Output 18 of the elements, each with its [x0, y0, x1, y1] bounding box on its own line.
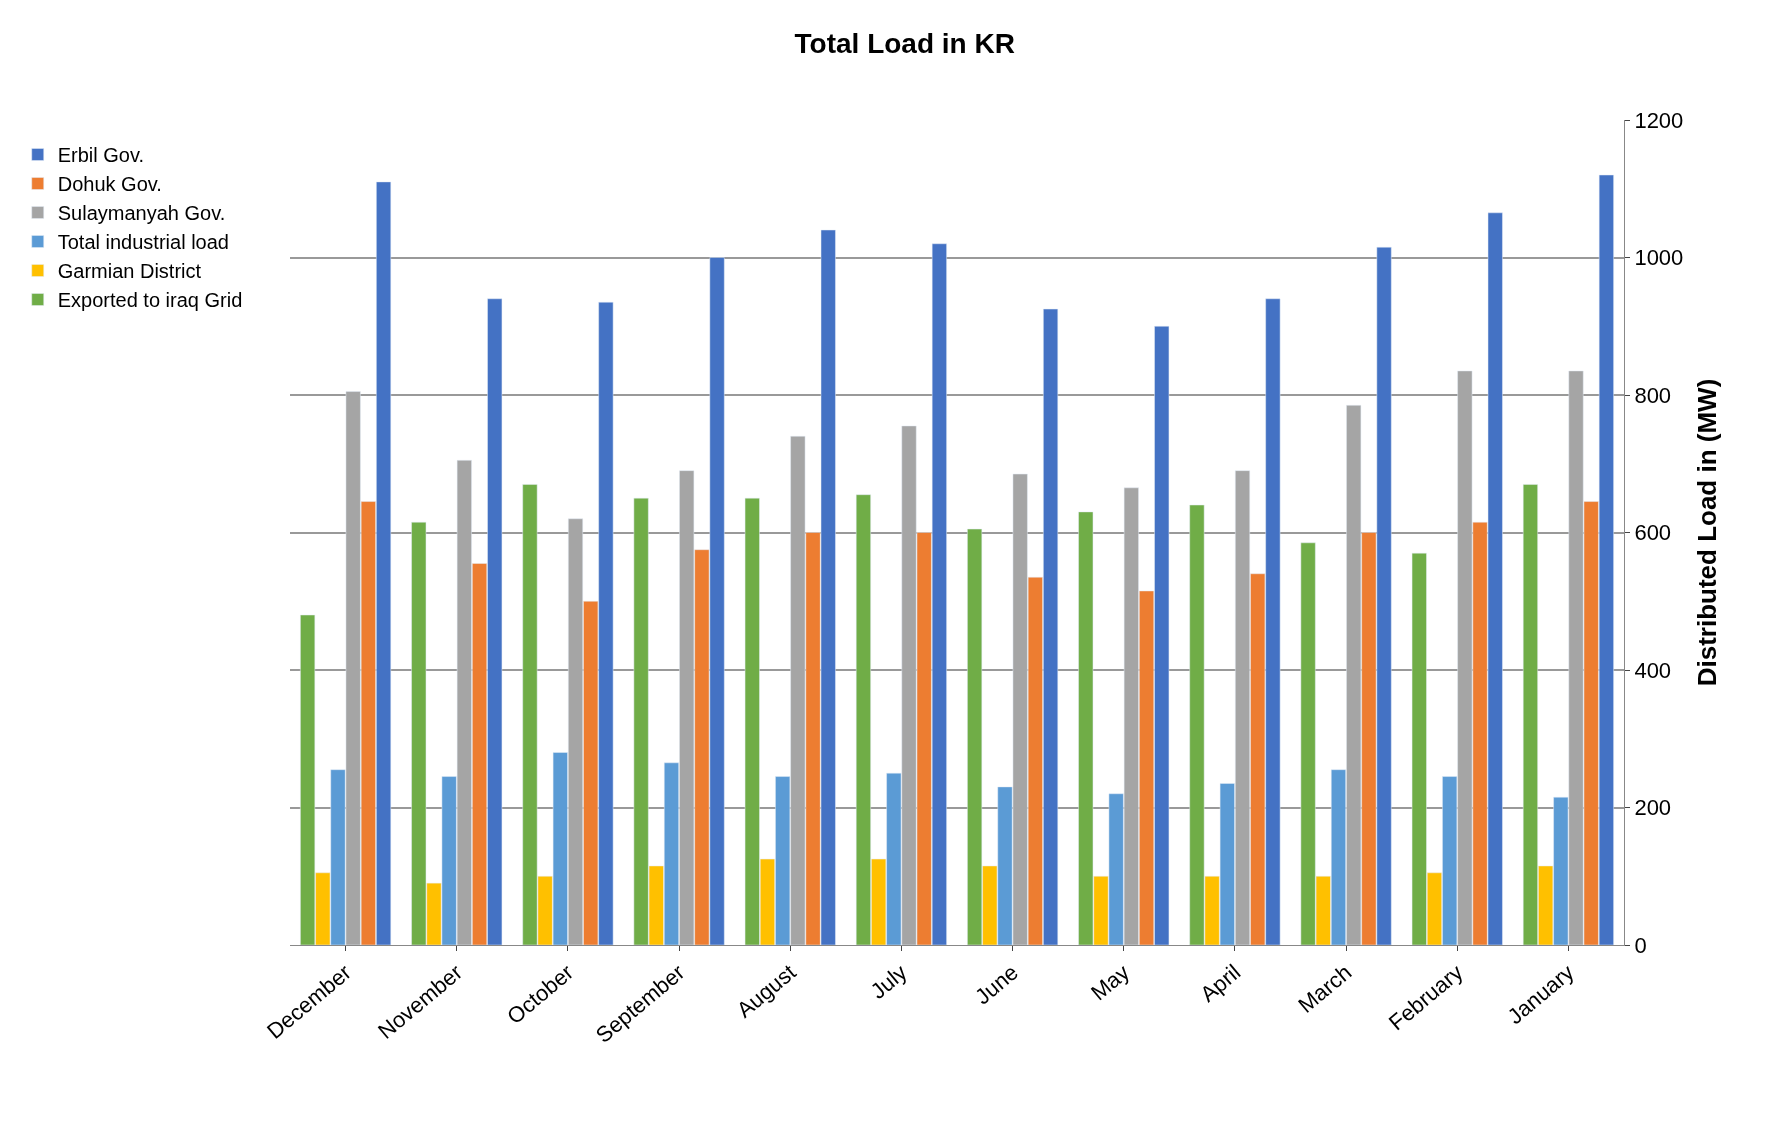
y-tick-label: 200: [1634, 795, 1672, 821]
y-tick-label: 1200: [1634, 107, 1684, 133]
y-tick-label: 0: [1634, 932, 1647, 958]
y-axis-title: Distributed Load in (MW): [1692, 378, 1723, 687]
legend-label: Sulaymanyah Gov.: [57, 202, 226, 225]
legend-label: Total industrial load: [57, 231, 229, 254]
legend-label: Erbil Gov.: [57, 144, 145, 167]
legend-label: Garmian District: [57, 260, 202, 283]
chart-title: Total Load in KR: [794, 28, 1015, 60]
y-tick-label: 600: [1634, 520, 1672, 546]
y-tick-label: 400: [1634, 657, 1672, 683]
y-tick-label: 800: [1634, 382, 1672, 408]
x-tick-label: May: [1086, 959, 1135, 1006]
x-tick-label: June: [970, 959, 1023, 1010]
x-tick-label: July: [865, 959, 912, 1004]
legend-label: Exported to iraq Grid: [57, 289, 243, 312]
y-tick-label: 1000: [1634, 245, 1684, 271]
legend-label: Dohuk Gov.: [57, 173, 162, 196]
